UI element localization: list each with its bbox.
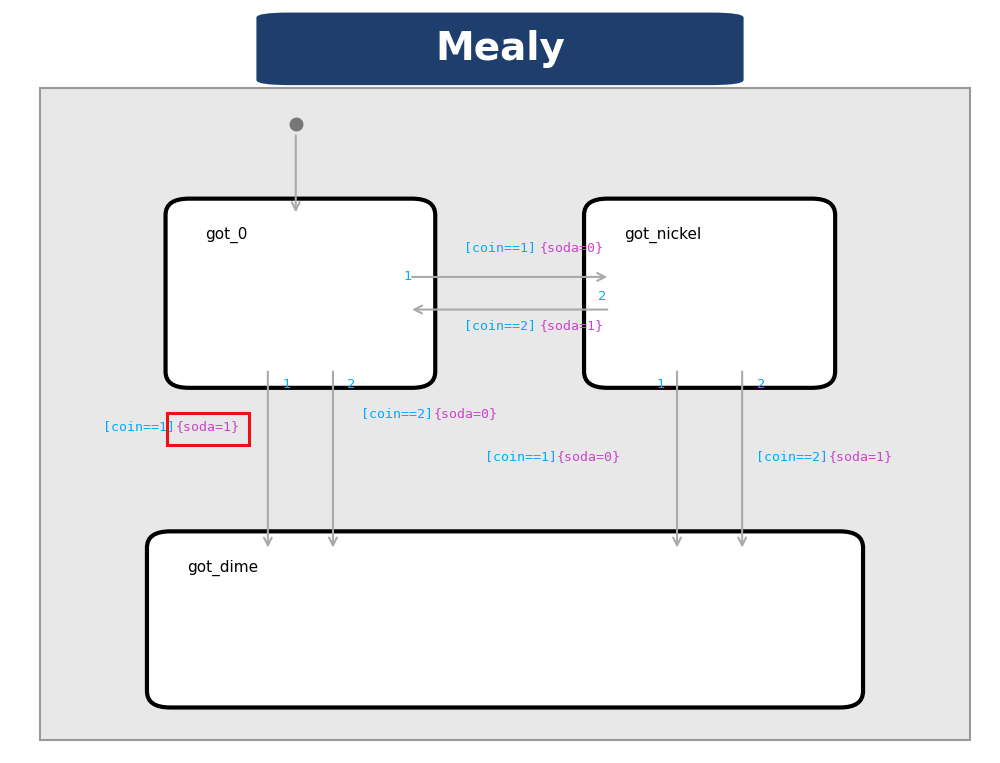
Text: [coin==2]: [coin==2] [464, 320, 536, 333]
FancyBboxPatch shape [256, 12, 744, 85]
Text: [coin==1]: [coin==1] [103, 420, 175, 433]
FancyBboxPatch shape [166, 198, 435, 388]
Text: 2: 2 [347, 378, 356, 391]
FancyBboxPatch shape [40, 88, 970, 740]
Text: got_0: got_0 [206, 227, 248, 243]
Text: {soda=0}: {soda=0} [540, 241, 604, 254]
FancyBboxPatch shape [147, 531, 863, 707]
Text: {soda=1}: {soda=1} [176, 420, 240, 433]
Text: [coin==1]: [coin==1] [485, 450, 557, 463]
Text: 1: 1 [657, 378, 665, 391]
Text: {soda=1}: {soda=1} [829, 450, 893, 463]
Text: {soda=0}: {soda=0} [557, 450, 621, 463]
Text: 1: 1 [282, 378, 291, 391]
Text: [coin==2]: [coin==2] [361, 407, 433, 420]
Text: 2: 2 [757, 378, 765, 391]
FancyBboxPatch shape [584, 198, 835, 388]
Text: got_dime: got_dime [187, 559, 258, 575]
Text: Mealy: Mealy [435, 30, 565, 68]
Text: got_nickel: got_nickel [624, 227, 701, 243]
Text: {soda=0}: {soda=0} [433, 407, 497, 420]
Text: [coin==1]: [coin==1] [464, 241, 536, 254]
Text: 2: 2 [598, 290, 607, 303]
Text: 1: 1 [403, 270, 412, 283]
Text: [coin==2]: [coin==2] [756, 450, 828, 463]
Text: {soda=1}: {soda=1} [540, 320, 604, 333]
